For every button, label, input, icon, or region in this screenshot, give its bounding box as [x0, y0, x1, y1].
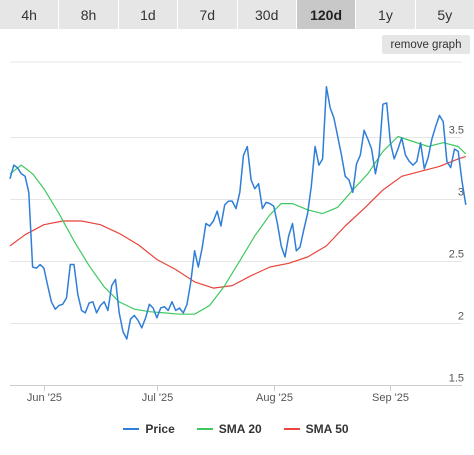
legend-swatch-sma20	[196, 428, 213, 430]
y-tick-label: 2.5	[449, 249, 464, 261]
legend-item-sma20[interactable]: SMA 20	[196, 422, 262, 436]
legend-item-price[interactable]: Price	[123, 422, 175, 436]
legend-item-sma50[interactable]: SMA 50	[283, 422, 349, 436]
y-tick-label: 1.5	[449, 373, 464, 385]
remove-graph-button[interactable]: remove graph	[382, 35, 470, 54]
x-tick-label: Jun '25	[27, 392, 62, 404]
y-tick-label: 2	[458, 311, 464, 323]
tab-4h[interactable]: 4h	[0, 0, 59, 29]
series-line-sma20	[9, 135, 467, 315]
x-tick-label: Sep '25	[372, 392, 409, 404]
chart-legend: Price SMA 20 SMA 50	[0, 420, 474, 438]
legend-label-price: Price	[145, 422, 175, 436]
legend-swatch-price	[123, 428, 140, 430]
tab-1d[interactable]: 1d	[118, 0, 178, 29]
legend-label-sma20: SMA 20	[218, 422, 262, 436]
price-chart: 1.5 2 2.5 3 3.5 Jun '25 Jul '25 Aug '25 Sep '25	[9, 61, 467, 404]
tab-1y[interactable]: 1y	[356, 0, 415, 29]
series-line-sma50	[9, 155, 466, 289]
legend-label-sma50: SMA 50	[305, 422, 349, 436]
x-tick-label: Jul '25	[142, 392, 173, 404]
tab-120d[interactable]: 120d	[296, 0, 356, 29]
y-tick-label: 3.5	[449, 125, 464, 137]
tab-30d[interactable]: 30d	[237, 0, 296, 29]
x-tick-label: Aug '25	[256, 392, 293, 404]
y-tick-label: 3	[458, 187, 464, 199]
time-range-tabs: 4h 8h 1d 7d 30d 120d 1y 5y	[0, 0, 474, 30]
series-line-price	[9, 86, 467, 340]
legend-swatch-sma50	[283, 428, 300, 430]
tab-8h[interactable]: 8h	[59, 0, 118, 29]
tab-7d[interactable]: 7d	[178, 0, 237, 29]
tab-5y[interactable]: 5y	[415, 0, 474, 29]
